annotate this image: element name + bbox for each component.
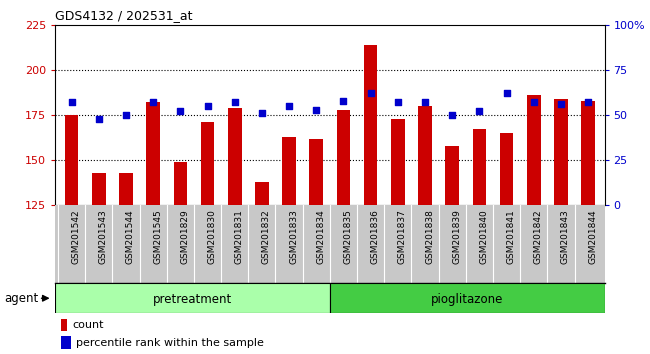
- Text: GSM201833: GSM201833: [289, 209, 298, 264]
- Text: agent: agent: [5, 292, 38, 305]
- Point: [556, 101, 566, 107]
- Text: GSM201830: GSM201830: [207, 209, 216, 264]
- Text: GDS4132 / 202531_at: GDS4132 / 202531_at: [55, 9, 193, 22]
- Point: [583, 99, 593, 105]
- Text: GSM201544: GSM201544: [126, 209, 135, 264]
- Text: GSM201843: GSM201843: [561, 209, 570, 264]
- Point: [528, 99, 539, 105]
- Point: [284, 103, 294, 109]
- Text: GSM201543: GSM201543: [99, 209, 108, 264]
- Bar: [92, 173, 105, 205]
- Point: [311, 107, 322, 113]
- Text: GSM201837: GSM201837: [398, 209, 407, 264]
- Bar: [60, 319, 67, 331]
- Point: [447, 112, 458, 118]
- Text: GSM201829: GSM201829: [180, 209, 189, 264]
- Bar: [201, 122, 214, 205]
- Bar: [337, 110, 350, 205]
- Point: [257, 110, 267, 116]
- Point: [474, 109, 485, 114]
- Text: pretreatment: pretreatment: [153, 293, 232, 306]
- Bar: [65, 115, 79, 205]
- Bar: [282, 137, 296, 205]
- Bar: [554, 99, 568, 205]
- Text: GSM201836: GSM201836: [370, 209, 380, 264]
- Bar: [527, 95, 541, 205]
- Bar: [473, 130, 486, 205]
- Text: GSM201831: GSM201831: [235, 209, 244, 264]
- Bar: [581, 101, 595, 205]
- Bar: [364, 45, 378, 205]
- Text: percentile rank within the sample: percentile rank within the sample: [76, 338, 264, 348]
- Point: [94, 116, 104, 121]
- Bar: [174, 162, 187, 205]
- Point: [501, 91, 512, 96]
- Bar: [418, 106, 432, 205]
- Point: [338, 98, 348, 103]
- Text: GSM201835: GSM201835: [343, 209, 352, 264]
- Bar: [60, 336, 71, 349]
- Bar: [146, 102, 160, 205]
- Text: count: count: [72, 320, 103, 330]
- Bar: [445, 146, 459, 205]
- Text: pioglitazone: pioglitazone: [431, 293, 503, 306]
- Bar: [391, 119, 405, 205]
- Bar: [255, 182, 268, 205]
- Point: [420, 99, 430, 105]
- Bar: [500, 133, 514, 205]
- Bar: [119, 173, 133, 205]
- Text: GSM201838: GSM201838: [425, 209, 434, 264]
- Bar: [309, 138, 323, 205]
- Text: GSM201840: GSM201840: [480, 209, 488, 264]
- Text: GSM201842: GSM201842: [534, 209, 543, 264]
- Text: GSM201841: GSM201841: [506, 209, 515, 264]
- Point: [202, 103, 213, 109]
- Point: [66, 99, 77, 105]
- Text: GSM201844: GSM201844: [588, 209, 597, 264]
- Point: [121, 112, 131, 118]
- Point: [148, 99, 159, 105]
- Point: [393, 99, 403, 105]
- Text: GSM201832: GSM201832: [262, 209, 271, 264]
- Point: [175, 109, 185, 114]
- Text: GSM201834: GSM201834: [317, 209, 325, 264]
- Text: GSM201542: GSM201542: [72, 209, 81, 264]
- Bar: [55, 283, 330, 313]
- Bar: [228, 108, 242, 205]
- Bar: [330, 283, 604, 313]
- Point: [365, 91, 376, 96]
- Point: [229, 99, 240, 105]
- Text: GSM201839: GSM201839: [452, 209, 462, 264]
- Text: GSM201545: GSM201545: [153, 209, 162, 264]
